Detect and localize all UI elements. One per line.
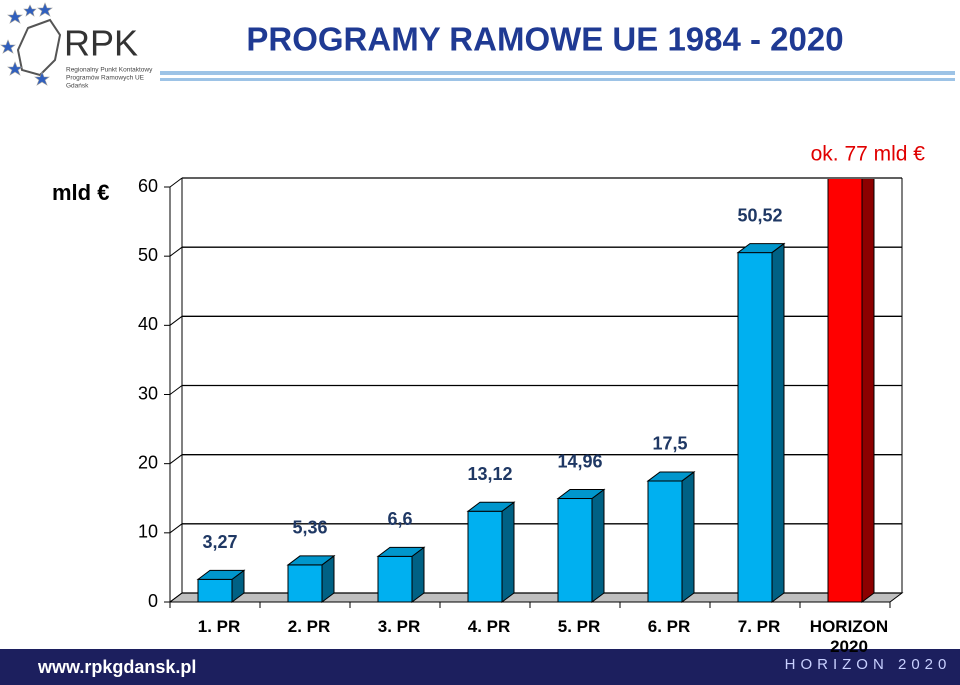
bar-side (501, 501, 515, 603)
bar (827, 179, 863, 603)
grid-line (169, 385, 183, 395)
y-tick-label: 40 (138, 314, 158, 334)
bar (467, 510, 503, 603)
bar-top (196, 569, 246, 580)
grid-line (169, 246, 183, 257)
y-tick-label: 10 (138, 522, 158, 542)
value-label: 50,52 (737, 205, 782, 225)
y-axis-label: mld € (52, 180, 109, 205)
floor (168, 592, 904, 603)
bar (557, 498, 593, 603)
bar-side (681, 470, 695, 603)
value-label: 13,12 (467, 464, 512, 484)
bar (737, 252, 773, 603)
grid-line (169, 523, 183, 534)
y-tick-label: 60 (138, 176, 158, 196)
bar-top (556, 489, 606, 500)
logo (0, 2, 62, 86)
footer-url: www.rpkgdansk.pl (37, 657, 196, 677)
bars (196, 60, 875, 603)
x-tick-label: 1. PR (197, 617, 241, 636)
x-tick-label: 3. PR (377, 617, 421, 636)
grid-line (169, 315, 183, 326)
bar-side (591, 488, 605, 603)
value-label: ok. 77 mld € (811, 143, 926, 166)
grid-line (169, 177, 183, 188)
logo-line: Regionalny Punkt Kontaktowy (66, 67, 153, 74)
x-tick-label: 5. PR (557, 617, 601, 636)
bar (377, 555, 413, 603)
y-tick-label: 50 (138, 245, 158, 265)
bar-top (646, 471, 696, 482)
bar-side (861, 179, 875, 603)
header-rule (160, 71, 955, 75)
logo-text: RPK (64, 23, 138, 64)
value-label: 3,27 (202, 532, 237, 552)
x-tick-label: 2. PR (287, 617, 331, 636)
bar-side (771, 242, 785, 603)
grid-line (169, 592, 183, 603)
bar-top (736, 243, 786, 254)
footer-brand: HORIZON 2020 (785, 656, 952, 673)
plot: 0 10 20 30 40 50 60 3,27 5,36 6,6 13,12 14,96 17,5 50… (138, 60, 926, 611)
logo-line: Programów Ramowych UE (66, 75, 145, 82)
bar-top (466, 501, 516, 512)
bar (197, 578, 233, 603)
bar-top (828, 60, 874, 69)
value-label: 14,96 (557, 451, 602, 471)
bar-top (376, 546, 426, 557)
title: PROGRAMY RAMOWE UE 1984 - 2020 (246, 21, 843, 58)
x-tick-label: 4. PR (467, 617, 511, 636)
x-tick-label: 7. PR (737, 617, 781, 636)
x-tick-label: HORIZON 2020 (809, 617, 889, 656)
y-tick-label: 0 (148, 591, 158, 611)
grid-line (169, 454, 183, 465)
bar (287, 564, 323, 603)
logo-line: Gdańsk (66, 83, 89, 90)
value-label: 17,5 (652, 434, 687, 454)
header-rule (160, 78, 955, 81)
x-tick-label: 6. PR (647, 617, 691, 636)
y-tick-label: 30 (138, 383, 158, 403)
bar (647, 480, 683, 603)
bar-top (286, 555, 336, 566)
y-tick-label: 20 (138, 452, 158, 472)
value-label: 6,6 (387, 509, 412, 529)
footer-band (0, 649, 960, 685)
value-label: 5,36 (292, 518, 327, 538)
